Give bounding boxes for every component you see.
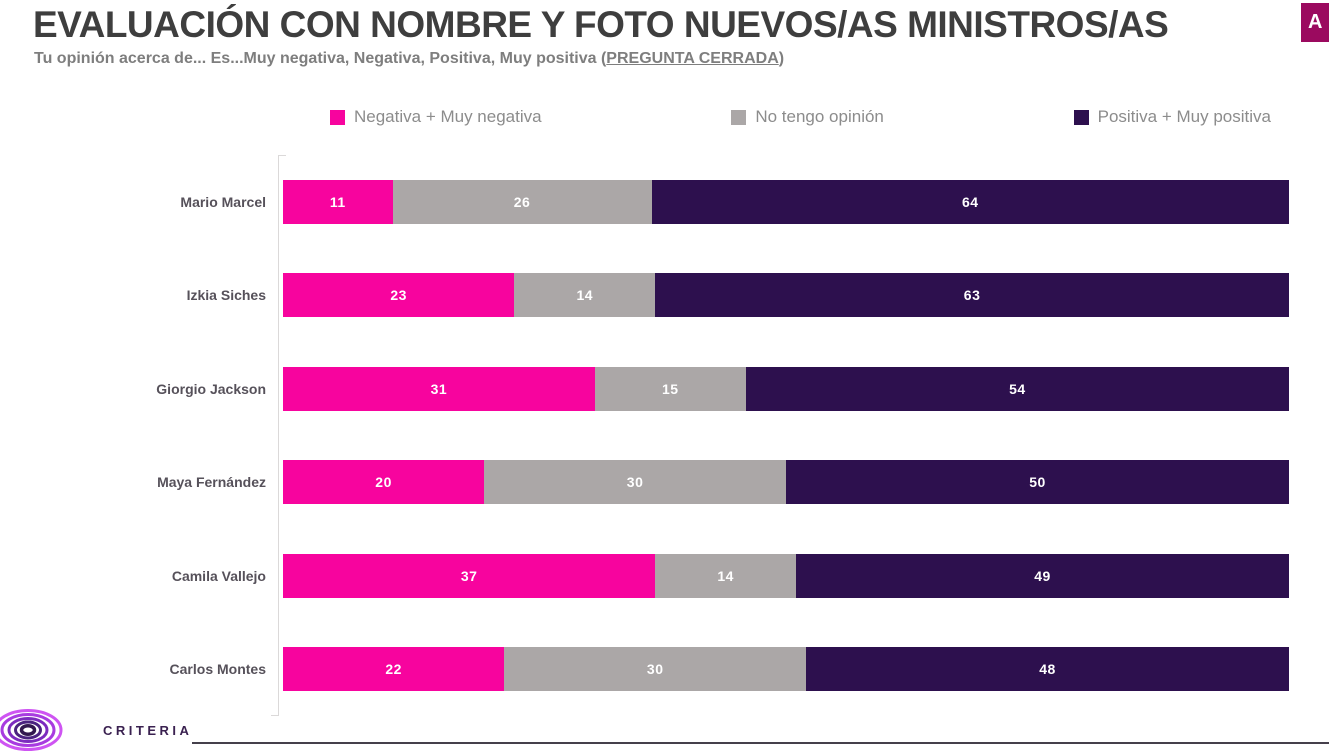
bar-segment: 30: [484, 460, 786, 505]
chart-row: Carlos Montes 22 30 48: [0, 623, 1289, 717]
stacked-bar: 23 14 63: [283, 273, 1289, 318]
bar-value-label: 63: [963, 287, 981, 304]
bar-value-label: 15: [662, 380, 679, 397]
bar-value-label: 14: [717, 567, 734, 584]
chart-row: Izkia Siches 23 14 63: [0, 249, 1289, 343]
chart-row: Camila Vallejo 37 14 49: [0, 529, 1289, 623]
bar-value-label: 20: [375, 474, 392, 491]
bar-segment: 14: [655, 553, 797, 598]
corner-badge-label: A: [1308, 11, 1323, 33]
legend-label: Positiva + Muy positiva: [1097, 107, 1271, 126]
bar-segment: 63: [655, 273, 1289, 318]
bar-value-label: 26: [513, 193, 531, 210]
header: EVALUACIÓN CON NOMBRE Y FOTO NUEVOS/AS M…: [33, 4, 1169, 68]
bar-value-label: 11: [329, 193, 346, 210]
subtitle-prefix: Tu opinión acerca de... Es...Muy negativ…: [34, 50, 607, 67]
bar-value-label: 54: [1009, 380, 1026, 397]
y-axis-tick-bottom: [271, 715, 278, 716]
page-title: EVALUACIÓN CON NOMBRE Y FOTO NUEVOS/AS M…: [33, 4, 1169, 45]
legend-swatch-icon: [1073, 109, 1089, 125]
footer: CRITERIA: [0, 709, 1329, 751]
legend-swatch-icon: [330, 109, 345, 125]
stacked-bar: 31 15 54: [283, 366, 1289, 411]
subtitle: Tu opinión acerca de... Es...Muy negativ…: [34, 50, 1168, 68]
criteria-logo: CRITERIA: [0, 709, 192, 751]
bar-value-label: 30: [646, 661, 664, 678]
bar-segment: 31: [283, 366, 595, 411]
legend-item: No tengo opinión: [731, 107, 884, 127]
bar-segment: 15: [594, 366, 746, 411]
bar-value-label: 14: [576, 287, 594, 304]
bar-segment: 11: [283, 179, 393, 224]
subtitle-suffix: ): [778, 50, 785, 67]
bar-value-label: 50: [1029, 474, 1046, 491]
bar-segment: 20: [283, 460, 485, 505]
category-label: Izkia Siches: [186, 287, 266, 304]
stacked-bar-chart: Mario Marcel 11 26 64 Izkia Siches 23 14 63 Gior…: [0, 155, 1289, 716]
bar-value-label: 31: [430, 380, 448, 397]
category-label: Giorgio Jackson: [156, 380, 266, 397]
brand-name: CRITERIA: [103, 722, 193, 738]
bar-value-label: 30: [626, 474, 644, 491]
y-axis-tick-top: [279, 155, 286, 156]
bar-segment: 64: [651, 179, 1289, 224]
bar-segment: 26: [392, 179, 652, 224]
legend-swatch-icon: [731, 109, 747, 125]
pregunta-cerrada-emphasis: PREGUNTA CERRADA: [606, 50, 779, 67]
chart-row: Maya Fernández 20 30 50: [0, 436, 1289, 530]
legend-item: Positiva + Muy positiva: [1073, 107, 1271, 127]
chart-rows: Mario Marcel 11 26 64 Izkia Siches 23 14 63 Gior…: [0, 155, 1289, 716]
legend-label: Negativa + Muy negativa: [354, 107, 542, 126]
stacked-bar: 20 30 50: [283, 460, 1289, 505]
category-label: Carlos Montes: [169, 661, 266, 678]
stacked-bar: 37 14 49: [283, 553, 1289, 598]
bar-segment: 30: [504, 647, 807, 692]
category-label: Mario Marcel: [180, 193, 266, 210]
stacked-bar: 22 30 48: [283, 647, 1289, 692]
bar-value-label: 48: [1039, 661, 1056, 678]
bar-segment: 54: [745, 366, 1289, 411]
category-label: Camila Vallejo: [171, 567, 266, 584]
chart-row: Giorgio Jackson 31 15 54: [0, 342, 1289, 436]
bar-value-label: 64: [961, 193, 979, 210]
bar-segment: 50: [785, 460, 1289, 505]
bar-segment: 49: [796, 553, 1289, 598]
legend-item: Negativa + Muy negativa: [330, 107, 542, 127]
bar-segment: 23: [283, 273, 515, 318]
criteria-rings-icon: [0, 709, 63, 751]
bar-value-label: 49: [1034, 567, 1051, 584]
bar-value-label: 23: [390, 287, 407, 304]
bar-segment: 37: [283, 553, 656, 598]
chart-legend: Negativa + Muy negativa No tengo opinión P…: [285, 107, 1289, 127]
bar-value-label: 22: [385, 661, 402, 678]
bar-value-label: 37: [460, 567, 478, 584]
bar-segment: 14: [514, 273, 656, 318]
y-axis-line: [278, 155, 279, 716]
bar-segment: 22: [283, 647, 505, 692]
footer-rule: [192, 742, 1329, 744]
chart-row: Mario Marcel 11 26 64: [0, 155, 1289, 249]
category-label: Maya Fernández: [157, 474, 266, 491]
stacked-bar: 11 26 64: [283, 179, 1289, 224]
legend-label: No tengo opinión: [755, 107, 884, 126]
corner-badge: A: [1301, 3, 1329, 42]
bar-segment: 48: [806, 647, 1289, 692]
